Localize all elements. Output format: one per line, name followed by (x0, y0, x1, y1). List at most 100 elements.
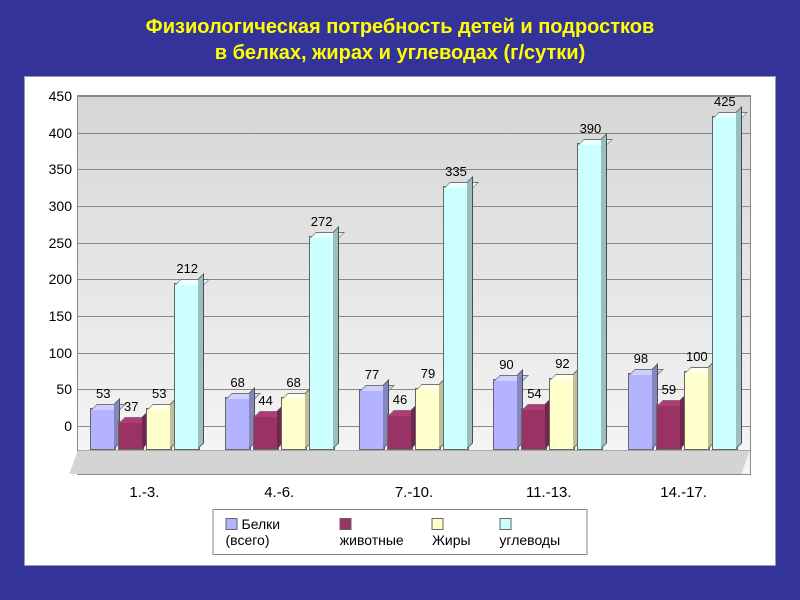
bar-rect: 79 (415, 388, 441, 450)
bar-value-label: 68 (230, 375, 244, 390)
bar: 77 (359, 96, 385, 450)
legend-item: углеводы (499, 516, 574, 548)
bar-rect: 90 (493, 379, 519, 450)
bar-value-label: 37 (124, 399, 138, 414)
bar: 92 (549, 96, 575, 450)
bar: 68 (281, 96, 307, 450)
legend-item: животные (340, 516, 418, 548)
bar: 53 (90, 96, 116, 450)
bar: 53 (146, 96, 172, 450)
bar-rect: 100 (684, 371, 710, 450)
y-tick-label: 350 (49, 161, 78, 177)
bar-group: 774679335 (347, 96, 481, 450)
bar-value-label: 390 (580, 121, 602, 136)
chart-title: Физиологическая потребность детей и подр… (0, 0, 800, 76)
bar-value-label: 59 (662, 382, 676, 397)
legend-label: углеводы (499, 532, 560, 548)
bar-value-label: 77 (365, 367, 379, 382)
legend-swatch (432, 518, 444, 530)
bar: 59 (656, 96, 682, 450)
bar: 79 (415, 96, 441, 450)
bar-rect: 272 (309, 236, 335, 450)
bar: 390 (577, 96, 603, 450)
bar-value-label: 212 (176, 261, 198, 276)
x-tick-label: 1.-3. (77, 484, 212, 501)
legend-label: животные (340, 532, 404, 548)
bar-rect: 335 (443, 186, 469, 450)
x-tick-label: 11.-13. (481, 484, 616, 501)
bar: 425 (712, 96, 738, 450)
legend-swatch (499, 518, 511, 530)
bar: 272 (309, 96, 335, 450)
bar-rect: 54 (521, 408, 547, 450)
y-tick-label: 250 (49, 235, 78, 251)
bar: 98 (628, 96, 654, 450)
y-tick-label: 300 (49, 198, 78, 214)
bar-value-label: 98 (634, 351, 648, 366)
bar: 44 (253, 96, 279, 450)
bar-rect: 212 (174, 283, 200, 450)
bar: 212 (174, 96, 200, 450)
y-tick-label: 50 (56, 381, 78, 397)
bar-rect: 68 (225, 397, 251, 450)
legend: Белки (всего) животные Жиры углеводы (213, 509, 588, 555)
bar-rect: 425 (712, 116, 738, 450)
y-tick-label: 150 (49, 308, 78, 324)
bar-rect: 59 (656, 404, 682, 450)
x-tick-label: 7.-10. (347, 484, 482, 501)
y-tick-label: 200 (49, 271, 78, 287)
bar: 100 (684, 96, 710, 450)
bar-rect: 68 (281, 397, 307, 450)
bar-value-label: 44 (258, 393, 272, 408)
bar: 46 (387, 96, 413, 450)
plot-area: 050100150200250300350400450 533753212684… (77, 95, 751, 475)
legend-item: Белки (всего) (226, 516, 326, 548)
floor (69, 450, 750, 474)
y-tick-label: 100 (49, 345, 78, 361)
legend-item: Жиры (432, 516, 485, 548)
bar-group: 533753212 (78, 96, 212, 450)
bar-rect: 92 (549, 378, 575, 450)
bar-value-label: 46 (393, 392, 407, 407)
y-tick-label: 0 (64, 418, 78, 434)
bar: 90 (493, 96, 519, 450)
legend-swatch (340, 518, 352, 530)
bar-value-label: 53 (96, 386, 110, 401)
title-line-1: Физиологическая потребность детей и подр… (40, 14, 760, 40)
bar-value-label: 68 (286, 375, 300, 390)
bar: 37 (118, 96, 144, 450)
bar-group: 684468272 (212, 96, 346, 450)
bar-rect: 53 (90, 408, 116, 450)
bar-value-label: 100 (686, 349, 708, 364)
y-tick-label: 450 (49, 88, 78, 104)
legend-label: Жиры (432, 532, 471, 548)
bar-rect: 37 (118, 421, 144, 450)
bar-group: 9859100425 (616, 96, 750, 450)
bar-value-label: 53 (152, 386, 166, 401)
legend-swatch (226, 518, 238, 530)
bar-group: 905492390 (481, 96, 615, 450)
bar: 54 (521, 96, 547, 450)
bar-groups: 5337532126844682727746793359054923909859… (78, 96, 750, 450)
bar: 68 (225, 96, 251, 450)
bar-rect: 44 (253, 415, 279, 450)
bar-rect: 77 (359, 389, 385, 450)
y-tick-label: 400 (49, 125, 78, 141)
bar-value-label: 79 (421, 366, 435, 381)
x-tick-label: 4.-6. (212, 484, 347, 501)
title-line-2: в белках, жирах и углеводах (г/сутки) (40, 40, 760, 66)
chart-panel: 050100150200250300350400450 533753212684… (24, 76, 776, 566)
bar-value-label: 425 (714, 94, 736, 109)
bar-rect: 53 (146, 408, 172, 450)
bar-rect: 390 (577, 143, 603, 450)
bar-value-label: 272 (311, 214, 333, 229)
bar-rect: 46 (387, 414, 413, 450)
bar-rect: 98 (628, 373, 654, 450)
bar-value-label: 90 (499, 357, 513, 372)
bar-value-label: 92 (555, 356, 569, 371)
x-tick-label: 14.-17. (616, 484, 751, 501)
x-axis-labels: 1.-3.4.-6.7.-10.11.-13.14.-17. (77, 484, 751, 501)
bar-value-label: 335 (445, 164, 467, 179)
bar: 335 (443, 96, 469, 450)
bar-value-label: 54 (527, 386, 541, 401)
